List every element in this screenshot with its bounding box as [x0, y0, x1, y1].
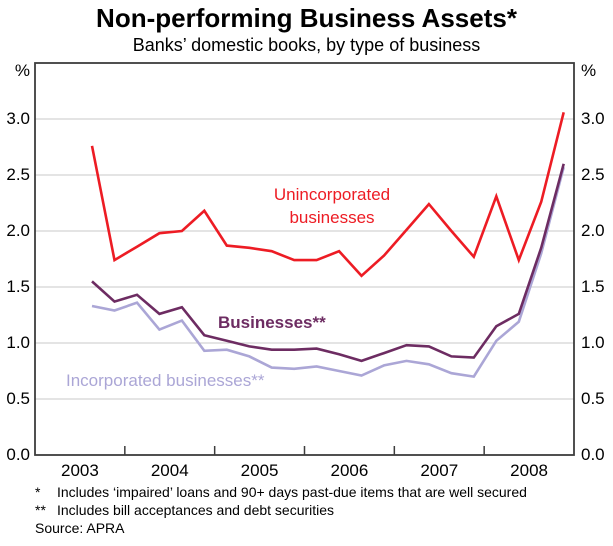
y-axis-label-right-2.5: 2.5 — [581, 165, 605, 184]
y-axis-label-left-0.5: 0.5 — [6, 389, 30, 408]
series-line-incorporated — [91, 166, 565, 379]
y-axis-unit-right: % — [581, 61, 597, 80]
series-label-businesses: Businesses** — [218, 313, 326, 332]
y-axis-label-right-2.0: 2.0 — [581, 221, 605, 240]
series-label-unincorporated: Unincorporated businesses — [273, 185, 391, 227]
y-axis-label-right-1.0: 1.0 — [581, 333, 605, 352]
y-axis-label-left-3.0: 3.0 — [6, 109, 30, 128]
x-axis-label-2008: 2008 — [510, 461, 548, 480]
chart-title: Non-performing Business Assets* — [96, 3, 517, 33]
y-axis-label-right-1.5: 1.5 — [581, 277, 605, 296]
x-axis-label-2004: 2004 — [150, 461, 189, 480]
chart-subtitle: Banks’ domestic books, by type of busine… — [132, 35, 481, 55]
y-axis-label-left-1.5: 1.5 — [6, 277, 30, 296]
source-note: Source: APRA — [35, 520, 125, 536]
y-axis-label-left-0.0: 0.0 — [6, 445, 30, 464]
series-line-businesses — [91, 163, 565, 363]
y-axis-label-left-2.0: 2.0 — [6, 221, 30, 240]
y-axis-label-right-0.5: 0.5 — [581, 389, 605, 408]
x-axis-label-2005: 2005 — [240, 461, 279, 480]
y-axis-unit-left: % — [14, 61, 30, 80]
x-axis-label-2007: 2007 — [420, 461, 459, 480]
series-label-incorporated: Incorporated businesses** — [66, 371, 265, 390]
y-axis-label-left-1.0: 1.0 — [6, 333, 30, 352]
footnote-2-text: Includes bill acceptances and debt secur… — [57, 502, 335, 518]
x-axis-label-2003: 2003 — [60, 461, 99, 480]
footnote-1-text: Includes ‘impaired’ loans and 90+ days p… — [57, 484, 527, 500]
footnote-2: ** Includes bill acceptances and debt se… — [35, 501, 600, 519]
footnote-1-marker: * — [35, 484, 41, 500]
footnote-1: * Includes ‘impaired’ loans and 90+ days… — [35, 483, 600, 501]
y-axis-label-left-2.5: 2.5 — [6, 165, 30, 184]
y-axis-label-right-3.0: 3.0 — [581, 109, 605, 128]
x-axis-label-2006: 2006 — [330, 461, 369, 480]
footnotes: * Includes ‘impaired’ loans and 90+ days… — [35, 483, 600, 537]
footnote-2-marker: ** — [35, 502, 46, 518]
series-line-unincorporated — [90, 111, 565, 278]
y-axis-label-right-0.0: 0.0 — [581, 445, 605, 464]
